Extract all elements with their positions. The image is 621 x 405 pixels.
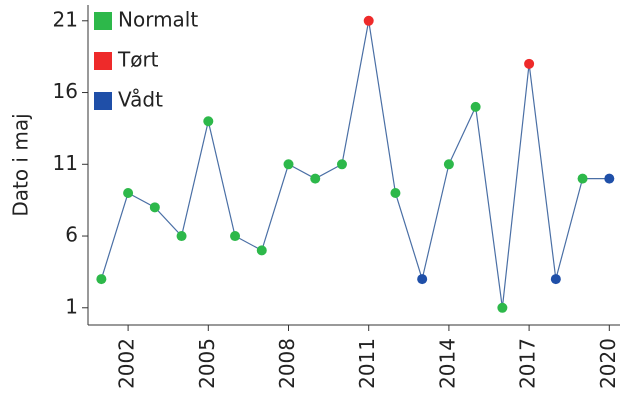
data-point [123, 187, 134, 198]
data-point [550, 274, 561, 285]
y-tick-label: 6 [65, 223, 78, 247]
legend-swatch [94, 92, 112, 110]
data-point [524, 58, 535, 69]
data-point [604, 173, 615, 184]
data-point [310, 173, 321, 184]
legend-label: Vådt [118, 88, 163, 112]
legend-swatch [94, 12, 112, 30]
y-axis-label: Dato i maj [9, 113, 33, 216]
data-point [470, 101, 481, 112]
legend-label: Tørt [117, 48, 159, 72]
y-tick-label: 16 [53, 79, 78, 103]
x-tick-label: 2011 [355, 338, 379, 389]
data-point [176, 231, 187, 242]
data-point [363, 15, 374, 26]
data-point [336, 159, 347, 170]
data-point [577, 173, 588, 184]
legend-swatch [94, 52, 112, 70]
data-point [283, 159, 294, 170]
data-point [256, 245, 267, 256]
data-point [96, 274, 107, 285]
data-point [497, 302, 508, 313]
legend-label: Normalt [118, 8, 198, 32]
x-tick-label: 2008 [275, 338, 299, 389]
data-point [390, 187, 401, 198]
x-tick-label: 2017 [516, 338, 540, 389]
data-line [100, 20, 610, 308]
data-point [443, 159, 454, 170]
x-tick-label: 2020 [596, 338, 620, 389]
data-point [203, 116, 214, 127]
x-tick-label: 2002 [115, 338, 139, 389]
data-point [149, 202, 160, 213]
data-point [230, 231, 241, 242]
x-tick-label: 2005 [195, 338, 219, 389]
y-tick-label: 1 [65, 294, 78, 318]
x-tick-label: 2014 [435, 338, 459, 389]
y-tick-label: 21 [53, 7, 78, 31]
data-point [417, 274, 428, 285]
y-tick-label: 11 [53, 151, 78, 175]
